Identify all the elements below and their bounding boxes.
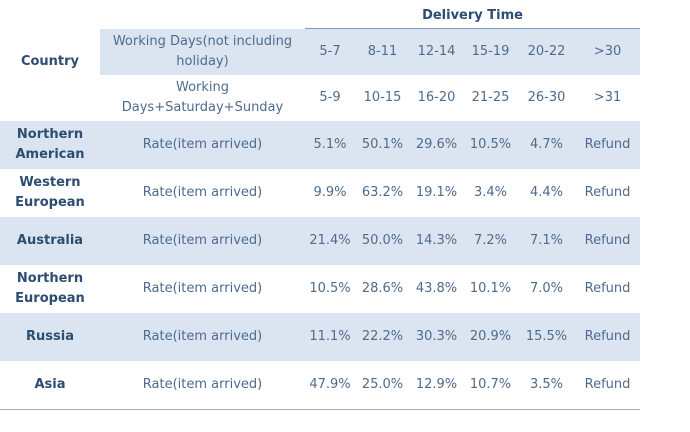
metric: Rate(item arrived) [100,216,305,265]
range-label: Working Days+Saturday+Sunday [121,79,284,115]
rate-value: Refund [584,280,631,296]
metric: Rate(item arrived) [100,312,305,361]
rate-value: 4.7% [518,120,575,169]
data-row: Russia Rate(item arrived) 11.1% 22.2% 30.3% 2… [0,312,641,361]
header-row: Country Delivery Time [0,4,641,69]
rate-value: 47.9% [305,360,355,410]
rate-value: 25.0% [355,360,410,410]
rate-value: 5.1% [305,120,355,169]
spacer [100,4,305,29]
rate-value: 3.5% [518,360,575,410]
rate-value: 21.4% [305,216,355,265]
rate-value: Refund [575,216,641,265]
range-value: 8-11 [355,28,410,75]
metric: Rate(item arrived) [142,280,263,296]
country-name: Asia [0,360,100,410]
rate-value: 28.6% [361,280,404,296]
country-name: Northern European [15,270,85,306]
rate-value: 10.5% [463,120,518,169]
rate-value: 30.3% [410,312,463,361]
delivery-time-title: Delivery Time [305,4,641,29]
country-header: Country [20,54,80,70]
rate-value: 19.1% [415,184,458,200]
data-row: Northern European Rate(item arrived) 10.5%… [0,265,640,313]
range-value: 20-22 [518,28,575,75]
rate-value: 4.4% [529,184,564,200]
metric: Rate(item arrived) [142,184,263,200]
rate-value: 7.2% [463,216,518,265]
data-row: Australia Rate(item arrived) 21.4% 50.0% 14.… [0,216,641,265]
rate-value: 50.1% [355,120,410,169]
range-row: Working Days(not including holiday) 5-7 8-… [0,28,641,75]
rate-value: Refund [584,184,631,200]
range-label: Working Days(not including holiday) [100,28,305,75]
rate-value: 15.5% [518,312,575,361]
delivery-table: Country Delivery Time Working Days(not inc… [0,4,641,410]
rate-value: 22.2% [355,312,410,361]
rate-value: 10.1% [469,280,512,296]
metric: Rate(item arrived) [100,360,305,410]
rate-value: 29.6% [410,120,463,169]
country-name: Northern American [0,120,100,169]
rate-value: 11.1% [305,312,355,361]
rate-value: 7.1% [518,216,575,265]
rate-value: Refund [575,360,641,410]
range-value: 12-14 [410,28,463,75]
range-value: 5-7 [305,28,355,75]
country-name: Australia [0,216,100,265]
rate-value: 14.3% [410,216,463,265]
range-value: 15-19 [463,28,518,75]
range-row: Working Days+Saturday+Sunday 5-9 10-15 16-2… [0,75,640,121]
rate-value: 12.9% [410,360,463,410]
data-row: Northern American Rate(item arrived) 5.1% 5… [0,120,641,169]
range-value: 26-30 [527,89,566,105]
range-value: 5-9 [319,89,341,105]
rate-value: 43.8% [415,280,458,296]
rate-value: 7.0% [529,280,564,296]
rate-value: 10.5% [309,280,351,296]
country-name: Western European [15,174,85,210]
range-value: 21-25 [471,89,510,105]
metric: Rate(item arrived) [100,120,305,169]
rate-value: Refund [575,120,641,169]
range-value: 10-15 [363,89,402,105]
range-value: >30 [575,28,641,75]
data-row: Western European Rate(item arrived) 9.9% 63… [0,169,640,217]
rate-value: 9.9% [313,184,347,200]
country-name: Russia [0,312,100,361]
data-row: Asia Rate(item arrived) 47.9% 25.0% 12.9% 10.… [0,360,641,410]
rate-value: Refund [575,312,641,361]
range-value: >31 [593,89,622,105]
rate-value: 63.2% [361,184,404,200]
rate-value: 20.9% [463,312,518,361]
rate-value: 50.0% [355,216,410,265]
rate-value: 10.7% [463,360,518,410]
table-container: Country Delivery Time Working Days(not inc… [0,4,641,410]
range-value: 16-20 [417,89,456,105]
rate-value: 3.4% [473,184,508,200]
